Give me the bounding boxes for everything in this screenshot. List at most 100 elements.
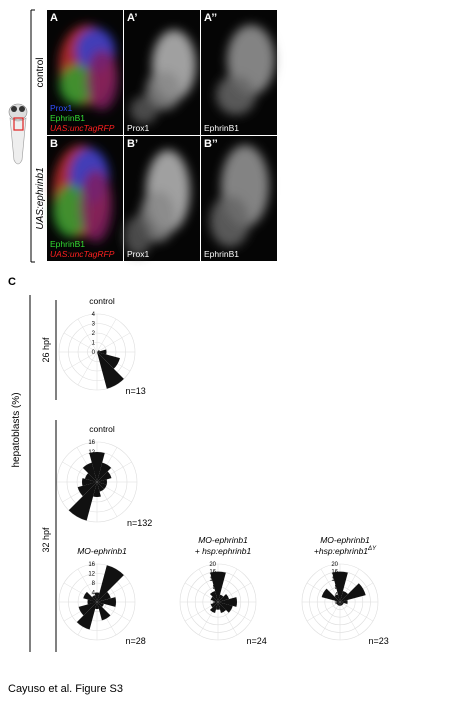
ring [309,571,371,633]
rose-petal [78,602,97,616]
n-label: n=132 [127,518,152,528]
r-tick-label: 12 [88,572,95,578]
rose-petal [209,602,218,614]
ring [68,323,126,381]
rose-petal [76,602,97,630]
plot-title: MO-ephrinb1 [320,535,370,545]
r-tick-label: 20 [209,562,216,568]
ring [77,582,117,622]
rose-petal [97,565,124,602]
r-tick-label: 3 [92,322,96,328]
spoke [320,601,341,636]
rose-petal [68,482,97,521]
channel-label: UAS:uncTagRFP [50,249,115,259]
ring [58,313,136,391]
rose-petal [93,482,101,497]
ring [66,451,128,513]
rose-petal [97,591,111,602]
signal-blob [216,75,256,115]
spoke [306,601,341,622]
signal-blob [210,195,250,247]
rose-petal [210,602,218,608]
r-tick-label: 16 [88,440,95,446]
panel-letter: B’ [127,138,138,150]
rose-petal [218,602,233,613]
plot-title: control [89,296,115,306]
rose-petal [77,482,97,497]
rose-petal [97,471,112,482]
signal-blob [53,185,89,237]
rose-petal [82,478,97,486]
rose-petal [97,597,116,607]
micrograph-signal [53,145,112,242]
plot-title: control [89,424,115,434]
signal-blob [59,65,95,105]
rose-petal [340,602,343,606]
group-label: 26 hpf [41,337,51,363]
ring [187,571,249,633]
plot-title: MO-ephrinb1 [77,546,127,556]
rose-petal [97,482,105,492]
panel-letter: C [8,276,16,288]
rose-petal [94,592,100,602]
rose-petal [218,594,224,602]
rose-petal [210,571,226,602]
r-tick-label: 8 [92,581,96,587]
rose-petal [340,590,349,602]
title-superscript: ΔY [367,546,377,552]
plot-title: + hsp:ephrinb1 [195,546,252,556]
rose-petal [216,602,220,610]
rose-petal [95,602,99,610]
signal-blob [80,170,112,242]
channel-label: Prox1 [127,249,149,259]
rose-petal [97,602,111,621]
rose-petal [97,349,100,352]
plot-title: MO-ephrinb1 [198,535,248,545]
rose-petal [89,452,105,482]
ring [56,441,138,523]
rose-petal [84,473,97,482]
rose-petal [334,594,340,602]
rose-petal [97,602,104,608]
ring [68,573,126,631]
n-label: n=24 [247,636,267,646]
n-label: n=13 [126,386,146,396]
channel-label: EphrinB1 [204,123,239,133]
rose-petal [91,595,97,602]
row-label: UAS:ephrinb1 [35,167,46,229]
r-tick-label: 1 [92,341,96,347]
rose-petal [321,588,340,602]
embryo-sketch [8,103,28,165]
ring [77,332,117,372]
n-label: n=28 [126,636,146,646]
r-tick-label: 20 [331,562,338,568]
rose-petal [214,601,218,603]
signal-blob [86,50,118,110]
channel-label: UAS:uncTagRFP [50,123,115,133]
panel-letter: A [50,12,58,24]
micrograph-signal [210,145,269,247]
r-tick-label: 0 [92,350,96,356]
r-tick-label: 4 [92,591,96,597]
signal-blob [130,96,158,124]
rose-petal [332,571,348,602]
channel-label: EphrinB1 [50,239,85,249]
rose-petal [97,352,120,369]
micrograph-signal [59,25,118,110]
micrograph-signal [216,25,275,115]
rose-petal [340,602,344,605]
row-label: control [35,57,46,87]
rose-petal [218,602,227,614]
rose-petal [82,462,97,482]
rose-petal [97,349,107,355]
rose-petal [337,602,340,606]
spoke [339,601,360,636]
y-label: hepatoblasts (%) [11,392,22,467]
micrograph-signal [130,30,196,124]
channel-label: Prox1 [50,103,72,113]
rose-petal [209,590,218,602]
n-label: n=23 [369,636,389,646]
rose-petal [87,599,97,605]
ring [58,563,136,641]
rose-petal [218,593,230,602]
